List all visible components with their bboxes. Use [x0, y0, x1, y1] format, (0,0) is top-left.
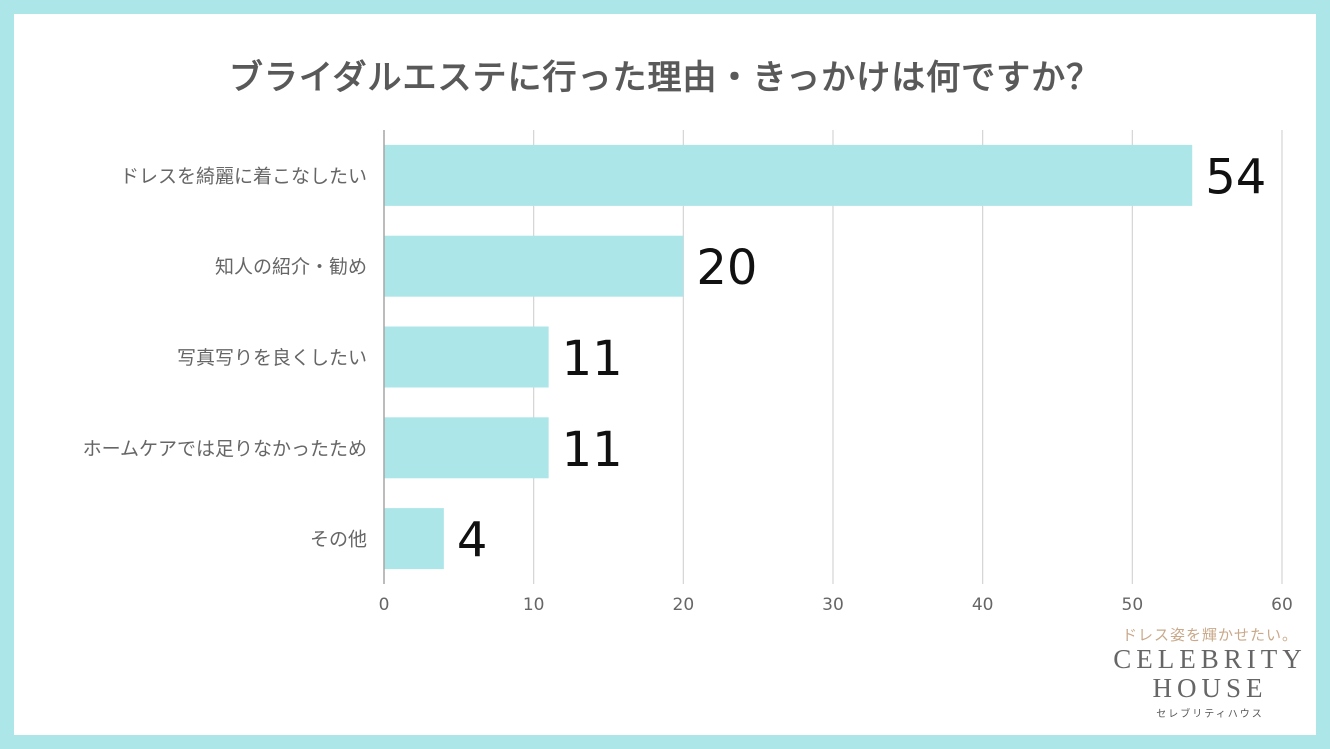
value-label: 11	[562, 422, 623, 478]
x-tick-label: 50	[1122, 595, 1144, 615]
value-label: 4	[457, 513, 488, 569]
x-tick-label: 60	[1271, 595, 1293, 615]
brand-name-kana: セレブリティハウス	[1156, 709, 1264, 720]
category-label: その他	[310, 529, 367, 551]
category-label: 知人の紹介・勧め	[215, 256, 367, 278]
bar	[384, 144, 1193, 206]
bar	[384, 326, 549, 388]
chart-title: ブライダルエステに行った理由・きっかけは何ですか？	[228, 58, 1102, 98]
x-tick-label: 0	[379, 595, 390, 615]
brand-tagline: ドレス姿を輝かせたい。	[1121, 626, 1298, 644]
category-label: ドレスを綺麗に着こなしたい	[120, 165, 367, 187]
category-label: ホームケアでは足りなかったため	[83, 438, 367, 460]
chart-card	[14, 14, 1316, 735]
bar	[384, 508, 444, 570]
x-tick-label: 30	[822, 595, 844, 615]
bar	[384, 417, 549, 479]
bar	[384, 235, 684, 297]
value-label: 20	[696, 240, 757, 296]
brand-logo: ドレス姿を輝かせたい。 CELEBRITY HOUSE セレブリティハウス	[1110, 624, 1310, 720]
x-tick-label: 20	[673, 595, 695, 615]
x-tick-label: 40	[972, 595, 994, 615]
value-label: 11	[562, 331, 623, 387]
value-label: 54	[1205, 149, 1266, 205]
brand-name-line1: CELEBRITY	[1113, 644, 1307, 674]
x-tick-label: 10	[523, 595, 545, 615]
category-label: 写真写りを良くしたい	[177, 347, 367, 369]
brand-name-line2: HOUSE	[1152, 673, 1268, 703]
